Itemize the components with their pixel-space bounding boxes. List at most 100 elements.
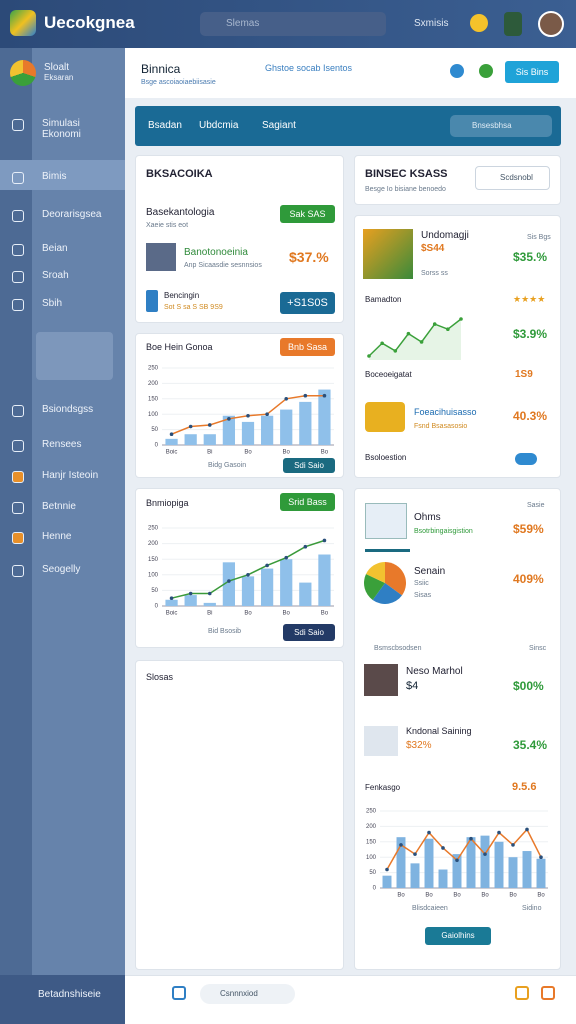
point bbox=[265, 412, 269, 416]
item-sub: $32% bbox=[406, 740, 432, 751]
point bbox=[303, 393, 308, 398]
header-button[interactable]: Sis Bins bbox=[505, 61, 559, 83]
nav-icon bbox=[12, 172, 24, 184]
chart-footer: Bidg Gasoin bbox=[208, 462, 247, 469]
point bbox=[459, 317, 463, 321]
nav-item[interactable]: Henne bbox=[42, 531, 72, 542]
point bbox=[322, 538, 327, 543]
tab[interactable]: Sagiant bbox=[262, 120, 296, 131]
nav-item[interactable]: Beian bbox=[42, 243, 68, 254]
row-button[interactable]: +S1S0S bbox=[280, 292, 335, 314]
x-tick-label: Bi bbox=[207, 611, 212, 617]
point bbox=[419, 340, 424, 344]
footer-search[interactable]: Csnnnxiod bbox=[200, 984, 295, 1004]
chart-button[interactable]: Sdi Saio bbox=[283, 624, 335, 641]
nav-item[interactable]: Sroah bbox=[42, 270, 69, 281]
nav-item[interactable]: Hanjr Isteoin bbox=[42, 470, 99, 481]
y-tick-label: 0 bbox=[155, 604, 159, 610]
tab-search[interactable]: Bnsesbhsa bbox=[450, 115, 552, 137]
chart-button[interactable]: Sdi Saio bbox=[283, 458, 335, 473]
avatar[interactable] bbox=[538, 11, 564, 37]
thumbnail bbox=[365, 503, 407, 539]
item-tag: Sinsc bbox=[529, 645, 547, 652]
sidebar-note bbox=[36, 332, 113, 380]
notification-icon[interactable] bbox=[470, 14, 488, 32]
item-name: Senain bbox=[414, 566, 446, 577]
item-value: 1S9 bbox=[515, 369, 533, 380]
point bbox=[455, 858, 459, 863]
y-tick-label: 0 bbox=[155, 443, 159, 449]
nav-item[interactable]: Bsiondsgss bbox=[42, 404, 94, 415]
item-name: Boceoeigatat bbox=[365, 370, 412, 379]
active-item-bg bbox=[0, 160, 125, 190]
area bbox=[369, 319, 461, 360]
y-tick-label: 100 bbox=[148, 412, 159, 418]
bar bbox=[466, 837, 476, 888]
point bbox=[380, 341, 384, 346]
chart-value: 9.5.6 bbox=[512, 781, 537, 793]
y-tick-label: 200 bbox=[148, 541, 159, 547]
card-title: Slosas bbox=[146, 672, 174, 682]
bar bbox=[280, 559, 293, 606]
x-tick-label: Bo bbox=[244, 611, 252, 617]
profile-icon bbox=[10, 60, 36, 86]
bar bbox=[410, 863, 420, 888]
item-value: 409% bbox=[513, 572, 544, 586]
sidebar bbox=[0, 48, 125, 975]
nav-icon bbox=[12, 299, 24, 311]
app-icon[interactable] bbox=[504, 12, 522, 36]
point bbox=[497, 830, 501, 835]
bar bbox=[494, 841, 504, 888]
row-name: Bencingin bbox=[164, 291, 200, 300]
toggle[interactable] bbox=[515, 453, 537, 465]
card bbox=[354, 155, 561, 205]
nav-icon bbox=[12, 471, 24, 483]
header-link[interactable]: Ghstoe socab Isentos bbox=[265, 63, 353, 73]
card-search[interactable]: Scdsnobl bbox=[475, 166, 550, 190]
point bbox=[207, 423, 212, 427]
item-name: Bsoloestion bbox=[365, 453, 407, 462]
user-label: Sxmisis bbox=[414, 18, 449, 29]
tab[interactable]: Ubdcmia bbox=[199, 120, 239, 131]
nav-icon bbox=[12, 405, 24, 417]
chart: 0 50 100 150 200 250 Bo Bo Bo Bo Bo Bo bbox=[366, 809, 548, 899]
item-value: $59% bbox=[513, 522, 544, 536]
icon[interactable] bbox=[450, 64, 464, 78]
x-tick-label: Bo bbox=[509, 893, 517, 899]
point bbox=[188, 591, 193, 596]
divider bbox=[365, 549, 410, 552]
nav-item[interactable]: Simulasi Ekonomi bbox=[42, 118, 81, 140]
point bbox=[406, 331, 411, 336]
card-button[interactable]: Gaiolhins bbox=[425, 927, 491, 945]
footer-bar bbox=[125, 975, 576, 1024]
tab[interactable]: Bsadan bbox=[148, 120, 182, 131]
nav-item[interactable]: Betnnie bbox=[42, 501, 76, 512]
nav-item[interactable]: Seogelly bbox=[42, 564, 81, 575]
icon[interactable] bbox=[172, 986, 186, 1000]
card-title: BINSEC KSASS bbox=[365, 168, 448, 180]
x-tick-label: Bo bbox=[537, 893, 545, 899]
bar bbox=[184, 434, 197, 445]
nav-item[interactable]: Bimis bbox=[42, 171, 67, 182]
pie-chart bbox=[364, 562, 406, 604]
icon[interactable] bbox=[515, 986, 529, 1000]
point bbox=[525, 827, 529, 832]
point bbox=[227, 417, 231, 421]
item-sub: Ssiic bbox=[414, 580, 429, 587]
point bbox=[367, 354, 371, 358]
bar bbox=[280, 409, 293, 445]
rating: ★★★★ bbox=[513, 294, 546, 304]
nav-item[interactable]: Rensees bbox=[42, 439, 82, 450]
bar bbox=[438, 869, 448, 888]
x-tick-label: Bo bbox=[283, 611, 291, 617]
nav-item[interactable]: Sbih bbox=[42, 298, 63, 309]
item-tag: Sasie bbox=[527, 502, 545, 509]
point bbox=[511, 843, 515, 847]
nav-item[interactable]: Deorarisgsea bbox=[42, 209, 102, 220]
y-tick-label: 200 bbox=[366, 824, 377, 830]
row-sub: Xaeie stis eot bbox=[146, 222, 189, 229]
icon[interactable] bbox=[541, 986, 555, 1000]
search-box[interactable]: Slemas bbox=[200, 12, 386, 36]
point bbox=[441, 846, 445, 850]
icon[interactable] bbox=[479, 64, 493, 78]
